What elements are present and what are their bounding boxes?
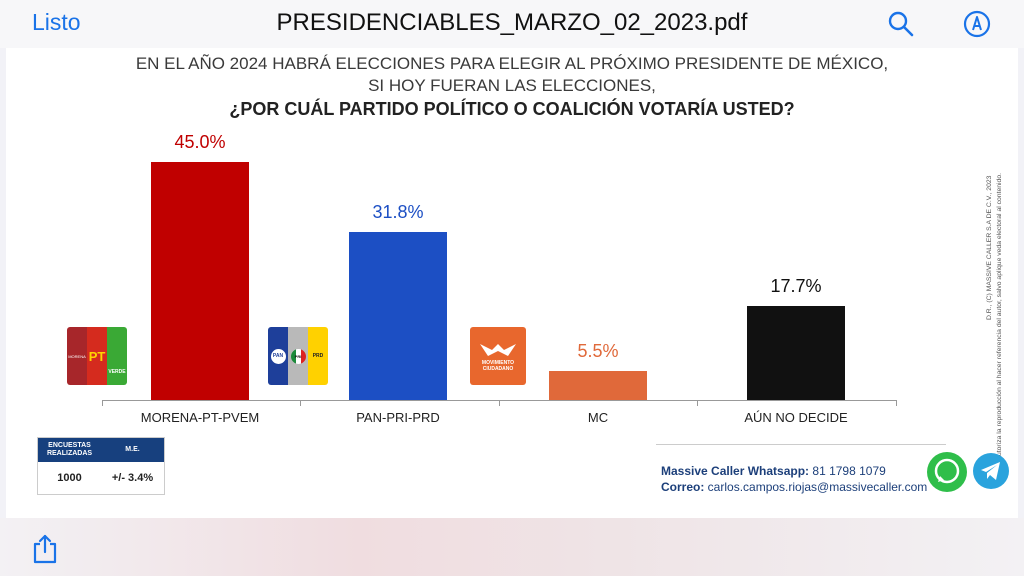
- mail-label: Correo:: [661, 480, 705, 494]
- margin-error-value: +/- 3.4%: [111, 472, 154, 484]
- header-line-1: EN EL AÑO 2024 HABRÁ ELECCIONES PARA ELE…: [135, 54, 889, 73]
- whatsapp-number: 81 1798 1079: [809, 464, 886, 478]
- prd-logo-block: PRD: [308, 327, 328, 385]
- category-label: AÚN NO DECIDE: [744, 410, 848, 425]
- pdf-page[interactable]: EN EL AÑO 2024 HABRÁ ELECCIONES PARA ELE…: [6, 48, 1018, 518]
- bar-value-label: 31.8%: [372, 201, 424, 222]
- bottom-toolbar: [0, 518, 1024, 576]
- copyright-line-2: Se autoriza la reproducción al hacer ref…: [996, 173, 1003, 470]
- axis-tick: [896, 400, 897, 406]
- category-label: PAN-PRI-PRD: [356, 410, 440, 425]
- pt-logo-block: PT: [87, 327, 107, 385]
- axis-tick: [300, 400, 301, 406]
- whatsapp-label: Massive Caller Whatsapp:: [661, 464, 810, 478]
- pan-logo-block: PAN: [268, 327, 288, 385]
- morena-logo-block: MORENA: [67, 327, 87, 385]
- category-label: MORENA-PT-PVEM: [140, 410, 260, 425]
- share-icon[interactable]: [31, 533, 59, 565]
- bar-value-label: 5.5%: [577, 340, 619, 361]
- surveys-value: 1000: [57, 472, 82, 484]
- top-toolbar: Listo PRESIDENCIABLES_MARZO_02_2023.pdf: [0, 0, 1024, 48]
- category-label: MC: [587, 410, 609, 425]
- document-title: PRESIDENCIABLES_MARZO_02_2023.pdf: [276, 9, 748, 36]
- whatsapp-icon: [927, 452, 967, 492]
- axis-tick: [102, 400, 103, 406]
- morena-pt-verde-logo: MORENA PT VERDE: [67, 327, 127, 385]
- eagle-icon: [480, 344, 516, 356]
- telegram-icon: [973, 453, 1009, 489]
- bar-value-label: 45.0%: [174, 132, 226, 152]
- mc-logo: MOVIMIENTO CIUDADANO: [470, 327, 526, 385]
- verde-logo-block: VERDE: [107, 327, 127, 385]
- surveys-header: ENCUESTAS REALIZADAS: [46, 442, 93, 457]
- bar-morena-pt-pvem: [151, 162, 249, 400]
- copyright-line-1: D.R., (C) MASSIVE CALLER S.A DE C.V., 20…: [986, 175, 993, 320]
- bar-a-n-no-decide: [747, 306, 845, 400]
- axis-tick: [499, 400, 500, 406]
- question-title: ¿POR CUÁL PARTIDO POLÍTICO O COALICIÓN V…: [229, 99, 795, 119]
- header-line-2: SI HOY FUERAN LAS ELECCIONES,: [368, 76, 656, 95]
- mail-address: carlos.campos.riojas@massivecaller.com: [704, 480, 928, 494]
- search-icon[interactable]: [886, 9, 916, 39]
- margin-error-header: M.E.: [125, 446, 140, 453]
- axis-tick: [697, 400, 698, 406]
- pan-pri-prd-logo: PAN PRI PRD: [268, 327, 328, 385]
- survey-table: ENCUESTAS REALIZADAS M.E. 1000 +/- 3.4%: [37, 437, 165, 495]
- markup-icon[interactable]: [962, 9, 992, 39]
- pri-logo-block: PRI: [288, 327, 308, 385]
- bar-value-label: 17.7%: [770, 276, 822, 297]
- bar-mc: [549, 370, 647, 400]
- done-button[interactable]: Listo: [32, 9, 81, 35]
- mc-logo-text: MOVIMIENTO CIUDADANO: [481, 360, 515, 372]
- divider: [656, 444, 946, 445]
- mail-contact: Correo: carlos.campos.riojas@massivecall…: [661, 480, 927, 494]
- whatsapp-contact: Massive Caller Whatsapp: 81 1798 1079: [661, 464, 886, 478]
- bar-pan-pri-prd: [349, 231, 447, 400]
